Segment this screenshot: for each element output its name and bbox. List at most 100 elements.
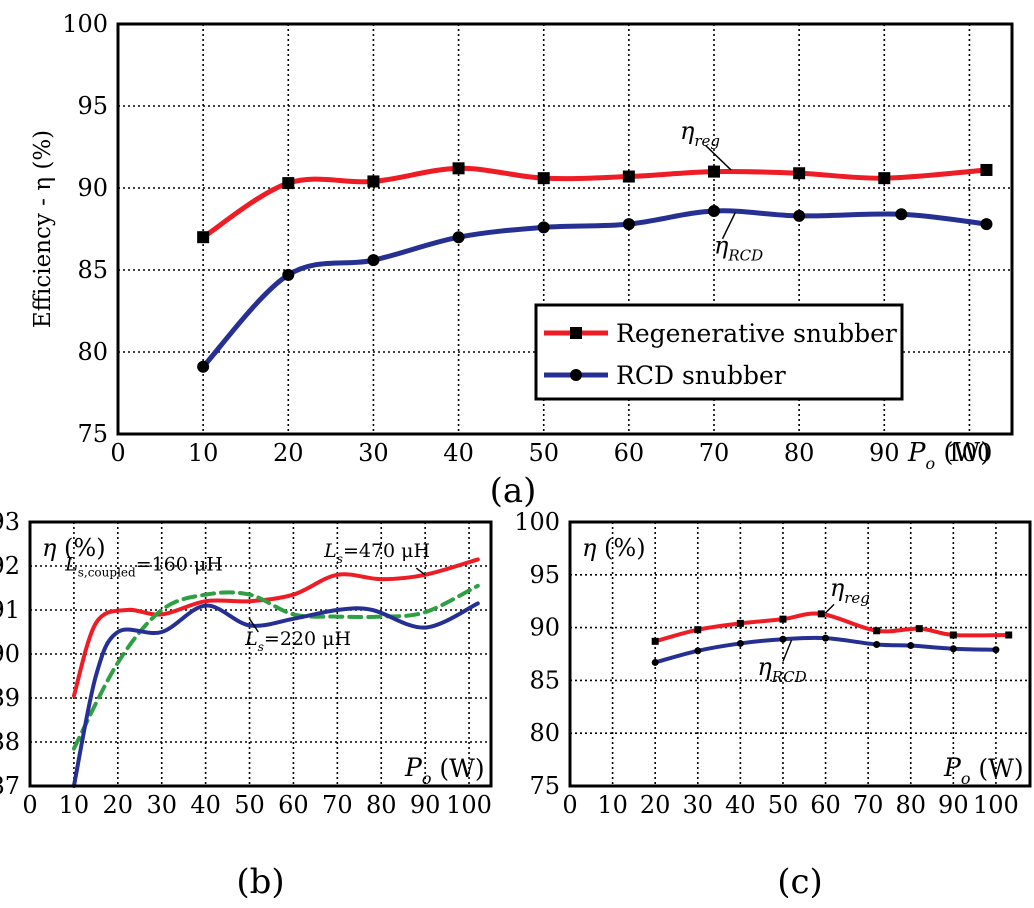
series-marker-circle: [537, 221, 550, 234]
x-tick-label: 90: [938, 791, 969, 819]
series-marker-square: [793, 167, 806, 180]
series-marker-circle: [895, 208, 908, 221]
annotation-leader: [721, 212, 736, 240]
panel-label: (b): [236, 862, 284, 902]
x-tick-label: 70: [699, 439, 730, 467]
series-marker-circle: [980, 218, 993, 231]
x-tick-label: 30: [146, 791, 177, 819]
legend-box: [534, 303, 904, 401]
x-tick-label: 50: [768, 791, 799, 819]
y-axis-label: η (%): [582, 534, 646, 562]
annotation-label: ηRCD: [757, 653, 806, 686]
x-tick-label: 100: [947, 439, 993, 467]
series-marker-square: [367, 175, 380, 188]
x-axis-label: Po (W): [404, 753, 485, 788]
series-marker-square: [651, 637, 659, 645]
legend-label: Regenerative snubber: [616, 319, 897, 348]
y-tick-label: 100: [514, 508, 560, 536]
y-tick-label: 92: [0, 552, 20, 580]
series-marker-circle: [622, 218, 635, 231]
x-tick-label: 10: [59, 791, 90, 819]
x-tick-label: 60: [614, 439, 645, 467]
plot-frame: [568, 520, 1032, 788]
annotation-leader: [415, 567, 426, 576]
x-tick-label: 100: [973, 791, 1019, 819]
x-tick-label: 20: [103, 791, 134, 819]
x-tick-label: 70: [322, 791, 353, 819]
series-marker-circle: [197, 360, 210, 373]
series-marker-circle: [822, 634, 830, 642]
series-marker-circle: [694, 647, 702, 655]
y-tick-label: 95: [77, 92, 108, 120]
annotation-leader: [825, 603, 835, 614]
y-tick-label: 91: [0, 596, 20, 624]
plot-frame: [28, 520, 493, 788]
x-tick-label: 60: [278, 791, 309, 819]
series-line-1: [200, 208, 989, 370]
x-tick-label: 30: [683, 791, 714, 819]
x-axis-label: Po (W): [943, 753, 1024, 788]
x-tick-label: 0: [110, 439, 125, 467]
annotation-leader: [782, 640, 793, 662]
legend-marker-circle: [570, 369, 582, 381]
series-line-1: [71, 583, 480, 751]
series-marker-circle: [708, 204, 720, 217]
panel-label: (c): [777, 862, 823, 902]
series-marker-circle: [992, 646, 1000, 654]
y-tick-label: 93: [0, 508, 20, 536]
series-marker-square: [878, 172, 891, 185]
series-line-2: [71, 601, 480, 788]
x-tick-label: 10: [188, 439, 219, 467]
x-tick-label: 10: [597, 791, 628, 819]
x-tick-label: 80: [895, 791, 926, 819]
y-tick-label: 90: [0, 640, 20, 668]
series-marker-square: [736, 619, 744, 627]
series-marker-circle: [793, 209, 806, 222]
series-marker-circle: [907, 642, 915, 650]
x-tick-label: 90: [869, 439, 900, 467]
series-marker-square: [779, 615, 787, 623]
y-tick-label: 85: [529, 666, 560, 694]
y-tick-label: 80: [77, 338, 108, 366]
series-marker-square: [1005, 631, 1013, 639]
series-marker-circle: [282, 268, 295, 281]
series-marker-square: [197, 231, 210, 244]
y-tick-label: 88: [0, 728, 20, 756]
series-marker-circle: [779, 635, 787, 643]
legend-label: RCD snubber: [616, 361, 786, 390]
x-tick-label: 0: [22, 791, 37, 819]
legend-marker-square: [570, 327, 582, 339]
annotation-label: Ls=470 μH: [323, 540, 430, 566]
x-axis-label: Po (W): [907, 438, 990, 473]
series-marker-circle: [452, 231, 465, 244]
x-tick-label: 50: [234, 791, 265, 819]
y-tick-label: 75: [77, 420, 108, 448]
series-marker-square: [873, 627, 881, 635]
series-marker-square: [622, 170, 635, 183]
series-marker-square: [915, 625, 923, 633]
x-tick-label: 60: [810, 791, 841, 819]
series-marker-circle: [367, 254, 380, 267]
panel-label: (a): [490, 471, 537, 511]
y-axis-label: η (%): [42, 534, 106, 562]
x-tick-label: 70: [853, 791, 884, 819]
annotation-label: ηRCD: [714, 232, 763, 265]
y-tick-label: 95: [529, 561, 560, 589]
x-tick-label: 0: [562, 791, 577, 819]
series-line-0: [71, 557, 480, 698]
y-tick-label: 85: [77, 256, 108, 284]
chart-panel-a: 0 10 20 30 40 50 60 70 80 90 100 75 80 85 90 95 100 Effic…: [30, 10, 1014, 511]
series-marker-square: [949, 631, 957, 639]
x-tick-label: 40: [443, 439, 474, 467]
y-tick-label: 90: [529, 614, 560, 642]
x-tick-label: 100: [446, 791, 492, 819]
series-line-0: [200, 165, 989, 240]
series-marker-square: [817, 610, 825, 618]
series-marker-square: [980, 163, 993, 176]
series-marker-circle: [736, 639, 744, 647]
x-tick-label: 30: [358, 439, 389, 467]
x-tick-label: 50: [528, 439, 559, 467]
series-marker-circle: [949, 645, 957, 653]
